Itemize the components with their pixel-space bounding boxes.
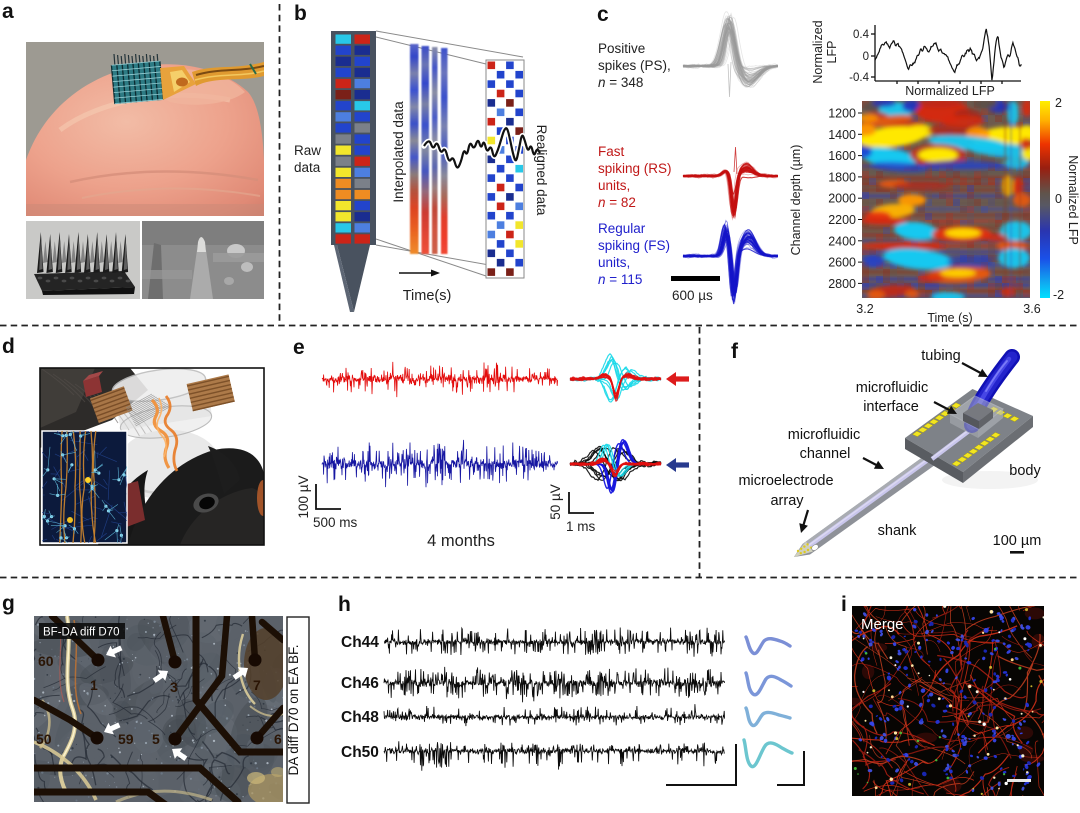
svg-text:LFP: LFP: [825, 41, 839, 64]
svg-text:h: h: [338, 593, 351, 616]
svg-text:Time (s): Time (s): [927, 311, 972, 325]
svg-text:100 µV: 100 µV: [296, 475, 311, 518]
svg-text:microfluidic: microfluidic: [856, 380, 929, 396]
svg-text:Ch48: Ch48: [341, 709, 379, 726]
svg-text:c: c: [597, 3, 609, 26]
svg-text:3.2: 3.2: [856, 302, 873, 316]
svg-text:0: 0: [863, 51, 869, 63]
svg-text:Positive: Positive: [598, 41, 645, 56]
svg-text:channel: channel: [800, 446, 851, 462]
svg-text:array: array: [770, 493, 804, 509]
svg-text:3.6: 3.6: [1023, 302, 1040, 316]
svg-text:n = 115: n = 115: [598, 272, 642, 287]
svg-text:spikes (PS),: spikes (PS),: [598, 58, 671, 73]
svg-text:DA diff D70 on EA BF.: DA diff D70 on EA BF.: [286, 644, 301, 775]
svg-text:i: i: [841, 593, 847, 616]
svg-text:a: a: [2, 0, 14, 23]
svg-text:Ch44: Ch44: [341, 634, 379, 651]
svg-text:50 µV: 50 µV: [548, 484, 563, 520]
svg-text:2: 2: [1055, 96, 1062, 110]
svg-text:Realigned data: Realigned data: [534, 125, 549, 216]
svg-text:60: 60: [38, 653, 54, 669]
svg-text:Ch50: Ch50: [341, 744, 379, 761]
svg-text:7: 7: [253, 677, 261, 693]
svg-text:shank: shank: [878, 523, 917, 539]
svg-text:interface: interface: [863, 399, 919, 415]
svg-text:5: 5: [152, 731, 160, 747]
svg-text:1600: 1600: [828, 149, 856, 163]
svg-text:1200: 1200: [828, 107, 856, 121]
svg-text:e: e: [293, 336, 305, 359]
svg-text:BF-DA diff D70: BF-DA diff D70: [43, 627, 120, 639]
svg-text:500 ms: 500 ms: [313, 515, 358, 530]
svg-text:2000: 2000: [828, 192, 856, 206]
svg-text:-0.4: -0.4: [849, 72, 869, 84]
svg-text:data: data: [294, 160, 321, 175]
svg-text:n = 82: n = 82: [598, 195, 636, 210]
svg-text:Channel depth (µm): Channel depth (µm): [789, 145, 803, 256]
svg-text:Fast: Fast: [598, 144, 625, 159]
svg-text:-2: -2: [1053, 288, 1064, 302]
svg-text:spiking (FS): spiking (FS): [598, 238, 670, 253]
svg-text:1800: 1800: [828, 170, 856, 184]
svg-text:100 µm: 100 µm: [993, 533, 1042, 549]
svg-text:Merge: Merge: [861, 616, 904, 633]
svg-text:spiking (RS): spiking (RS): [598, 161, 672, 176]
svg-text:Normalized LFP: Normalized LFP: [1066, 155, 1080, 245]
svg-text:n = 348: n = 348: [598, 75, 643, 90]
svg-text:Ch46: Ch46: [341, 675, 379, 692]
svg-text:Regular: Regular: [598, 221, 646, 236]
svg-text:f: f: [731, 340, 739, 363]
svg-text:d: d: [2, 335, 15, 358]
svg-text:1 ms: 1 ms: [566, 519, 596, 534]
svg-text:2600: 2600: [828, 256, 856, 270]
svg-text:units,: units,: [598, 255, 630, 270]
svg-text:2400: 2400: [828, 234, 856, 248]
svg-text:4 months: 4 months: [427, 532, 495, 550]
svg-text:microelectrode: microelectrode: [738, 473, 833, 489]
svg-text:b: b: [294, 2, 307, 25]
svg-text:6: 6: [274, 731, 282, 747]
svg-text:Time(s): Time(s): [403, 288, 452, 304]
svg-text:g: g: [2, 592, 15, 615]
svg-text:microfluidic: microfluidic: [788, 427, 861, 443]
svg-text:Raw: Raw: [294, 143, 321, 158]
svg-text:body: body: [1009, 463, 1041, 479]
svg-text:Interpolated data: Interpolated data: [391, 101, 406, 203]
svg-text:0: 0: [1055, 192, 1062, 206]
svg-text:Normalized: Normalized: [811, 20, 825, 83]
svg-text:50: 50: [36, 731, 52, 747]
svg-text:units,: units,: [598, 178, 630, 193]
svg-text:Normalized LFP: Normalized LFP: [905, 84, 995, 98]
svg-text:59: 59: [118, 731, 134, 747]
svg-text:3: 3: [170, 679, 178, 695]
svg-text:2200: 2200: [828, 213, 856, 227]
svg-text:1: 1: [90, 677, 98, 693]
svg-text:1400: 1400: [828, 128, 856, 142]
svg-text:2800: 2800: [828, 277, 856, 291]
svg-text:tubing: tubing: [921, 348, 961, 364]
svg-text:0.4: 0.4: [853, 29, 870, 41]
svg-text:600 µs: 600 µs: [672, 288, 713, 303]
